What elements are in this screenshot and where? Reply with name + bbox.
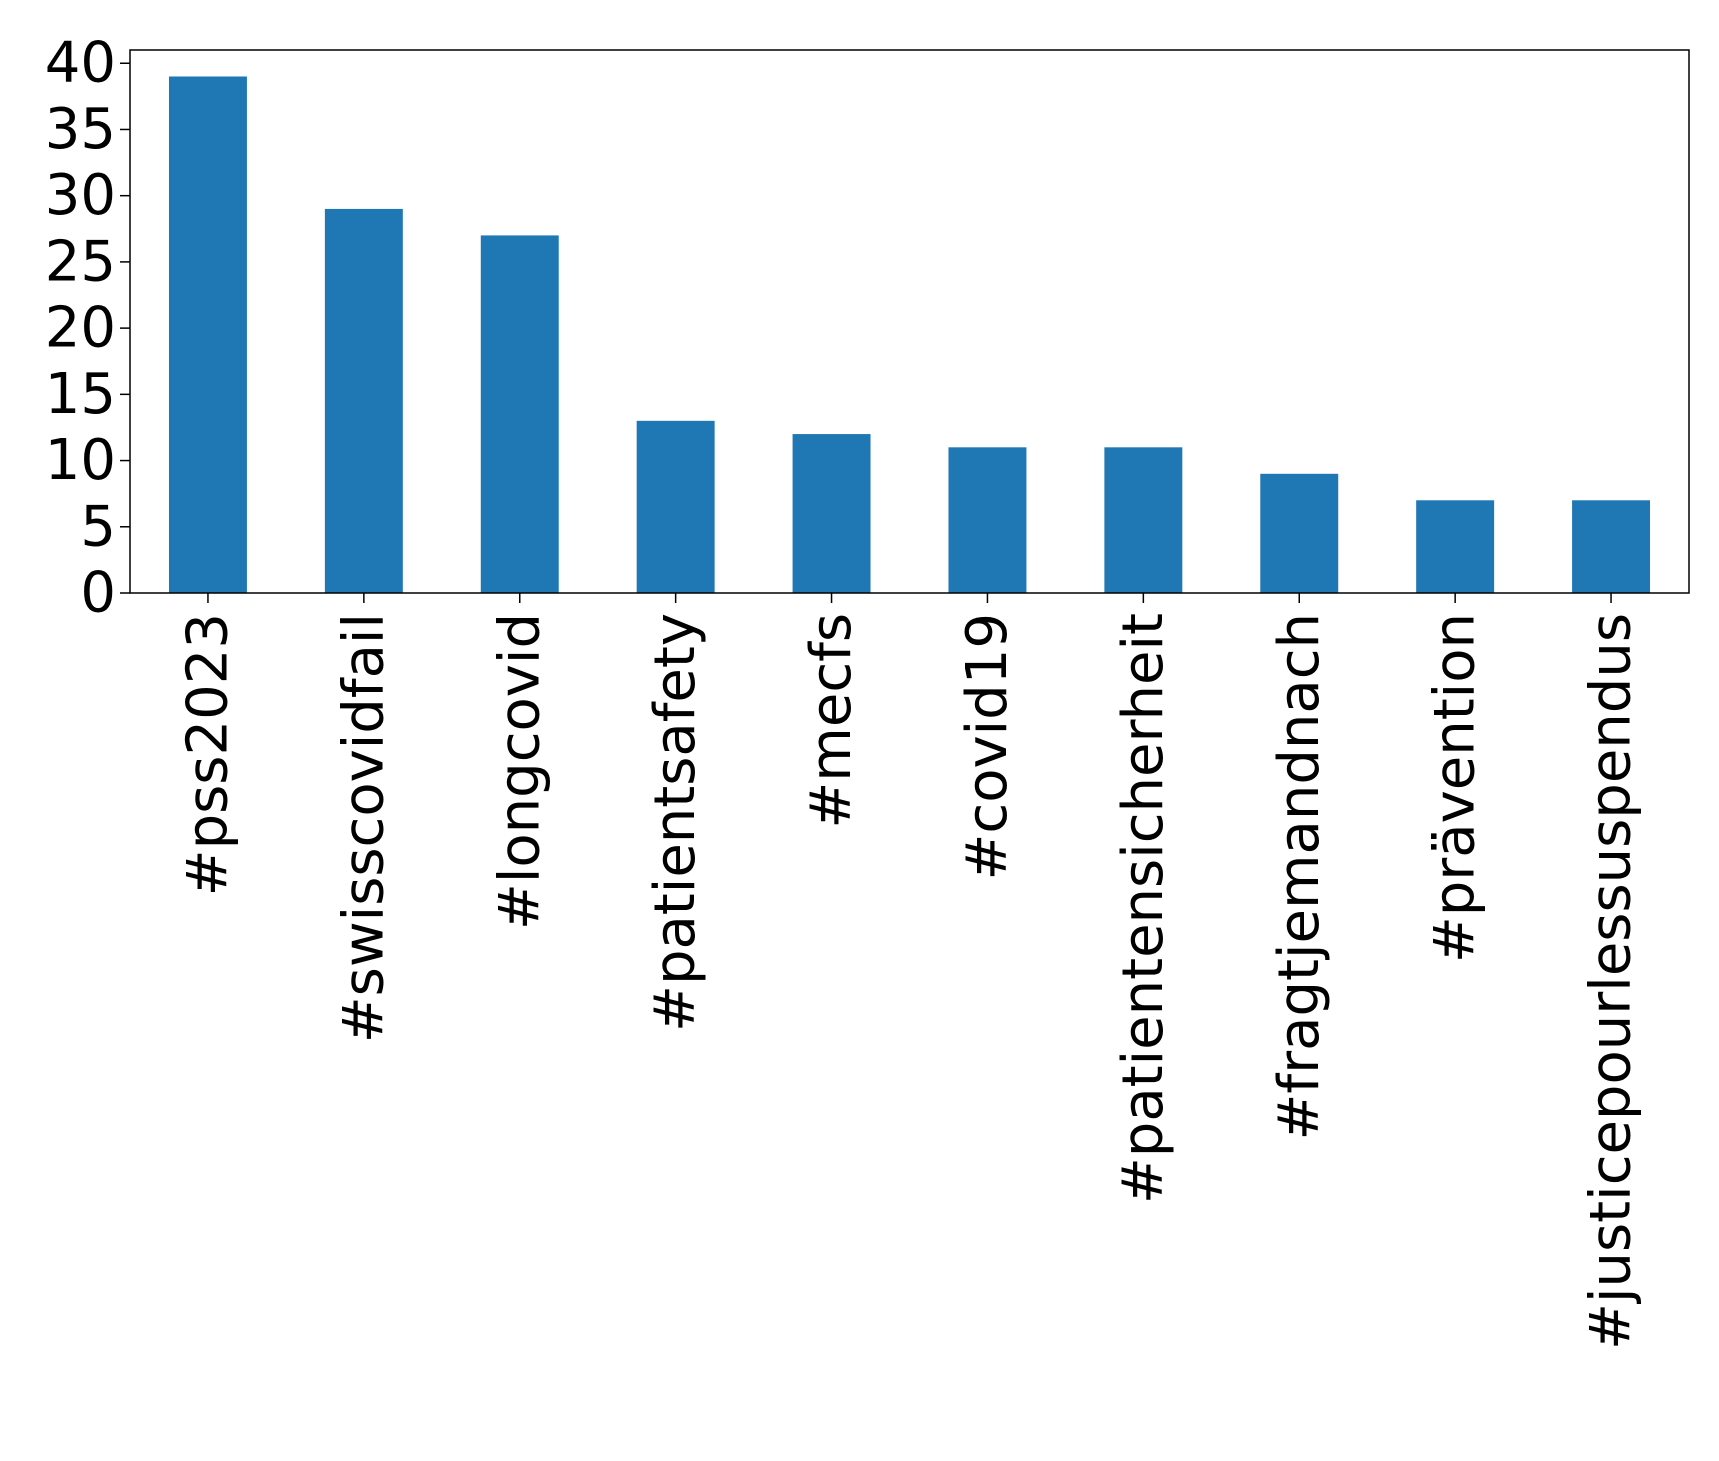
x-tick-label-7: #fragtjemandnach — [1267, 613, 1332, 1141]
y-tick-label-2: 10 — [45, 428, 116, 493]
y-tick-label-1: 5 — [80, 494, 116, 559]
y-tick-label-6: 30 — [45, 163, 116, 228]
x-tick-label-5: #covid19 — [955, 613, 1020, 880]
x-tick-label-3: #patientsafety — [643, 613, 708, 1032]
bar-8 — [1416, 500, 1495, 593]
bar-2 — [480, 235, 559, 594]
bar-1 — [324, 208, 403, 594]
plot-frame — [129, 49, 1690, 594]
bar-7 — [1260, 473, 1339, 593]
bar-5 — [948, 447, 1027, 593]
y-tick-label-3: 15 — [45, 362, 116, 427]
bar-4 — [792, 434, 871, 593]
bar-9 — [1572, 500, 1651, 593]
bar-3 — [636, 420, 715, 593]
x-tick-label-9: #justicepourlessuspendus — [1579, 613, 1644, 1350]
x-tick-label-1: #swisscovidfail — [331, 613, 396, 1043]
y-tick-label-5: 25 — [45, 229, 116, 294]
x-tick-label-0: #pss2023 — [175, 613, 240, 896]
y-tick-label-8: 40 — [45, 31, 116, 96]
x-tick-label-8: #prävention — [1423, 613, 1488, 963]
bars-group — [168, 76, 1651, 594]
x-axis: #pss2023 #swisscovidfail #longcovid #patien… — [175, 593, 1644, 1350]
y-tick-label-7: 35 — [45, 97, 116, 162]
x-tick-label-6: #patientensicherheit — [1111, 613, 1176, 1204]
x-tick-label-2: #longcovid — [487, 613, 552, 930]
bar-0 — [168, 76, 247, 594]
y-tick-label-4: 20 — [45, 296, 116, 361]
bar-6 — [1104, 447, 1183, 593]
x-tick-label-4: #mecfs — [799, 613, 864, 829]
y-tick-label-0: 0 — [80, 561, 116, 626]
